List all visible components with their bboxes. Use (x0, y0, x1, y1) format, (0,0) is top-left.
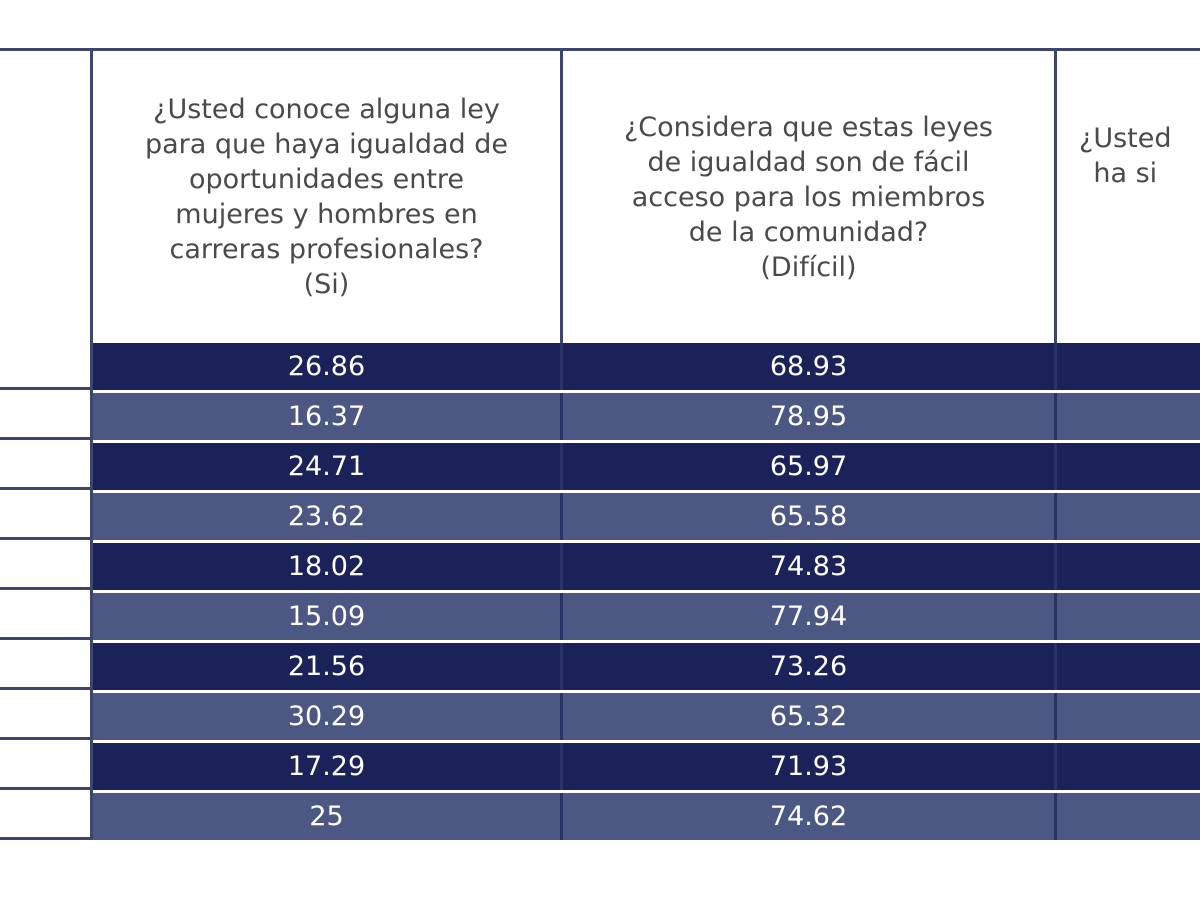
table-row: 16.37 78.95 (0, 393, 1200, 440)
cell-acceso-value: 73.26 (563, 643, 1054, 690)
row-label-cell (0, 793, 90, 840)
cell-col3-value (1057, 593, 1200, 640)
cell-col3-value (1057, 643, 1200, 690)
row-label-cell (0, 443, 90, 490)
cell-acceso-value: 65.97 (563, 443, 1054, 490)
cell-col3-value (1057, 443, 1200, 490)
cell-acceso-value: 65.58 (563, 493, 1054, 540)
row-label-cell (0, 343, 90, 390)
table-row: 25 74.62 (0, 793, 1200, 840)
cell-acceso-value: 78.95 (563, 393, 1054, 440)
header-ley-igualdad: ¿Usted conoce alguna ley para que haya i… (144, 94, 509, 300)
cell-ley-value: 25 (93, 793, 560, 840)
cell-acceso-value: 77.94 (563, 593, 1054, 640)
cell-acceso-value: 65.32 (563, 693, 1054, 740)
cell-ley-value: 18.02 (93, 543, 560, 590)
table-row: 24.71 65.97 (0, 443, 1200, 490)
cell-col3-value (1057, 343, 1200, 390)
column-divider (1054, 51, 1057, 343)
table-row: 23.62 65.58 (0, 493, 1200, 540)
cell-ley-value: 30.29 (93, 693, 560, 740)
table-row: 26.86 68.93 (0, 343, 1200, 390)
row-label-cell (0, 393, 90, 440)
cell-ley-value: 23.62 (93, 493, 560, 540)
cell-acceso-value: 71.93 (563, 743, 1054, 790)
cell-acceso-value: 68.93 (563, 343, 1054, 390)
header-acceso-leyes: ¿Considera que estas leyes de igualdad s… (623, 111, 994, 283)
cell-ley-value: 26.86 (93, 343, 560, 390)
table-row: 18.02 74.83 (0, 543, 1200, 590)
cell-ley-value: 16.37 (93, 393, 560, 440)
cell-acceso-value: 74.62 (563, 793, 1054, 840)
table-row: 21.56 73.26 (0, 643, 1200, 690)
cell-ley-value: 15.09 (93, 593, 560, 640)
row-label-cell (0, 593, 90, 640)
data-table: ¿Usted conoce alguna ley para que haya i… (0, 48, 1200, 840)
cell-col3-value (1057, 543, 1200, 590)
table-row: 30.29 65.32 (0, 693, 1200, 740)
cell-acceso-value: 74.83 (563, 543, 1054, 590)
column-divider (90, 51, 93, 837)
cell-ley-value: 21.56 (93, 643, 560, 690)
cell-col3-value (1057, 743, 1200, 790)
cell-col3-value (1057, 393, 1200, 440)
table-row: 15.09 77.94 (0, 593, 1200, 640)
row-label-cell (0, 743, 90, 790)
cell-ley-value: 24.71 (93, 443, 560, 490)
column-divider (560, 51, 563, 343)
header-col-3-partial: ¿Usted ha si (1079, 123, 1172, 189)
cell-col3-value (1057, 793, 1200, 840)
cell-col3-value (1057, 493, 1200, 540)
row-label-cell (0, 493, 90, 540)
table-row: 17.29 71.93 (0, 743, 1200, 790)
cell-ley-value: 17.29 (93, 743, 560, 790)
cell-col3-value (1057, 693, 1200, 740)
row-label-cell (0, 693, 90, 740)
row-label-cell (0, 643, 90, 690)
row-label-cell (0, 543, 90, 590)
